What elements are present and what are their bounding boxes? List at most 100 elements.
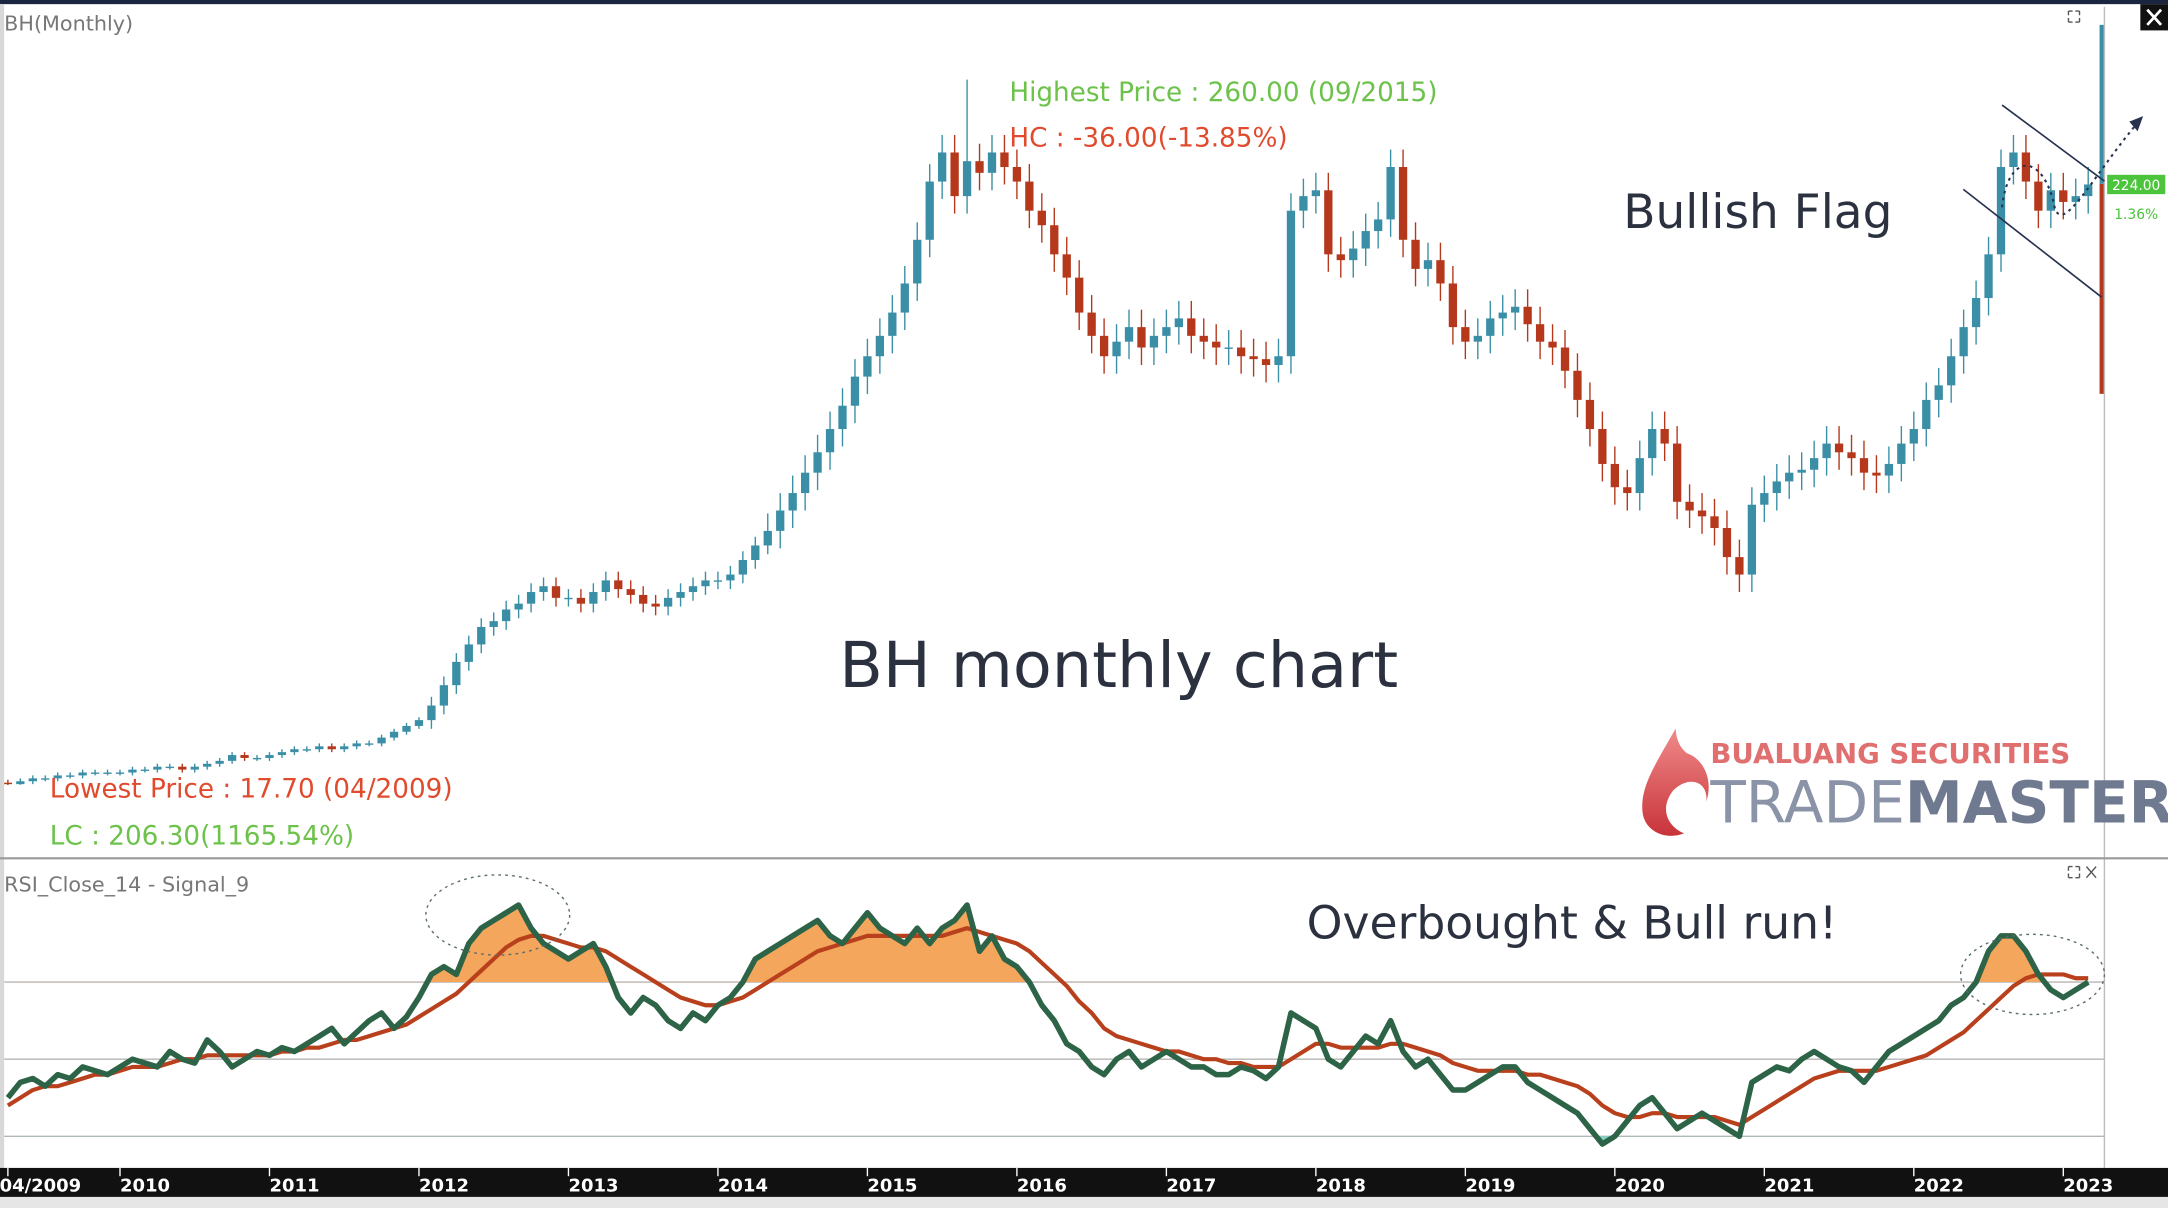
candle-body <box>1012 167 1022 182</box>
candle-body <box>688 586 698 593</box>
x-tick-label: 2021 <box>1764 1175 1814 1196</box>
candle-body <box>1672 443 1682 502</box>
candle-body <box>1648 429 1657 459</box>
x-tick-label: 2018 <box>1316 1175 1366 1196</box>
candle-body <box>825 429 835 453</box>
candle-body <box>464 644 473 662</box>
candle-body <box>227 755 237 761</box>
candle-body <box>439 685 449 706</box>
candle-body <box>302 749 312 751</box>
candle-body <box>1473 335 1482 342</box>
candle-body <box>427 705 436 721</box>
candle-body <box>813 452 822 473</box>
candle-body <box>452 661 461 686</box>
candle-body <box>1934 385 1943 400</box>
candle-body <box>1623 487 1632 494</box>
candle-body <box>1660 429 1669 444</box>
candle-body <box>1386 167 1395 220</box>
x-tick-label: 2016 <box>1017 1175 1067 1196</box>
candle-body <box>2071 196 2080 202</box>
overbought-circle <box>425 874 571 956</box>
rsi-annotation: Overbought & Bull run! <box>1307 896 1838 949</box>
candle-body <box>663 597 673 607</box>
candle-body <box>290 749 299 753</box>
candle-body <box>1511 306 1520 313</box>
candle-body <box>190 766 199 770</box>
candle-body <box>838 405 847 430</box>
candle-body <box>800 472 810 494</box>
top-border <box>0 0 2168 5</box>
candle-body <box>1872 472 1881 476</box>
candle-body <box>477 626 486 645</box>
flag-upper-line <box>2001 104 2105 182</box>
candle-body <box>875 335 885 357</box>
projection-arrow <box>2129 116 2144 132</box>
candle-body <box>1212 341 1221 348</box>
expand-icon[interactable] <box>2067 10 2081 23</box>
candle-body <box>975 161 984 173</box>
candle-body <box>1785 472 1794 482</box>
candle-body <box>1398 167 1408 240</box>
annotation: LC : 206.30(1165.54%) <box>50 821 354 851</box>
candle-body <box>1099 335 1109 357</box>
candle-body <box>1685 501 1694 511</box>
candle-body <box>614 580 623 590</box>
candle-body <box>240 755 249 758</box>
candle-body <box>1610 463 1619 488</box>
candle-body <box>1735 557 1744 575</box>
candle-body <box>327 746 336 750</box>
candle-body <box>1199 335 1208 342</box>
candle-body <box>78 772 87 776</box>
candle-body <box>389 731 399 738</box>
candle-body <box>252 757 262 760</box>
logo-product: TRADEMASTER <box>1709 768 2168 836</box>
candle-body <box>1336 254 1345 261</box>
candle-body <box>576 597 586 604</box>
candle-body <box>701 580 710 587</box>
candle-body <box>776 510 785 531</box>
candle-body <box>1050 225 1059 255</box>
candle-body <box>1909 429 1918 444</box>
candle-body <box>1922 399 1931 430</box>
candle-body <box>128 769 137 773</box>
annotation: Lowest Price : 17.70 (04/2009) <box>50 775 453 805</box>
candle-body <box>66 775 75 777</box>
candle-body <box>1461 327 1470 342</box>
candle-body <box>1585 399 1595 430</box>
candle-body <box>315 746 324 750</box>
bottom-strip <box>0 1196 2168 1208</box>
candle-body <box>987 152 997 173</box>
candle-body <box>1311 190 1321 197</box>
price-tag-label: 224.00 <box>2112 178 2160 194</box>
candle-body <box>1797 469 1806 473</box>
candle-body <box>53 775 62 779</box>
candle-body <box>2084 184 2093 197</box>
candle-body <box>564 597 573 600</box>
candle-body <box>4 782 13 785</box>
overbought-fill <box>427 905 2045 983</box>
candle-body <box>489 621 498 627</box>
price-panel <box>4 79 2093 786</box>
logo-flame <box>1642 728 1709 836</box>
candle-body <box>962 161 972 197</box>
candle-body <box>2009 152 2018 168</box>
candle-body <box>1112 341 1121 357</box>
x-tick-label: 2019 <box>1465 1175 1515 1196</box>
close-icon[interactable] <box>2146 8 2163 26</box>
logo-product-part: TRADE <box>1709 768 1905 836</box>
candle-body <box>1149 335 1159 348</box>
candle-body <box>751 545 760 561</box>
candle-body <box>364 743 374 745</box>
candle-body <box>115 772 125 774</box>
candle-body <box>2021 152 2031 182</box>
candle-body <box>1747 504 1757 575</box>
candle-body <box>1436 260 1445 284</box>
price-change-label: 1.36% <box>2114 207 2158 223</box>
candle-body <box>1000 152 1009 168</box>
candle-body <box>651 603 660 607</box>
candle-body <box>414 720 424 726</box>
candle-body <box>1025 181 1034 211</box>
rsi-line <box>5 902 2090 1147</box>
panel-icons[interactable] <box>2067 865 2097 879</box>
candle-body <box>41 778 50 780</box>
